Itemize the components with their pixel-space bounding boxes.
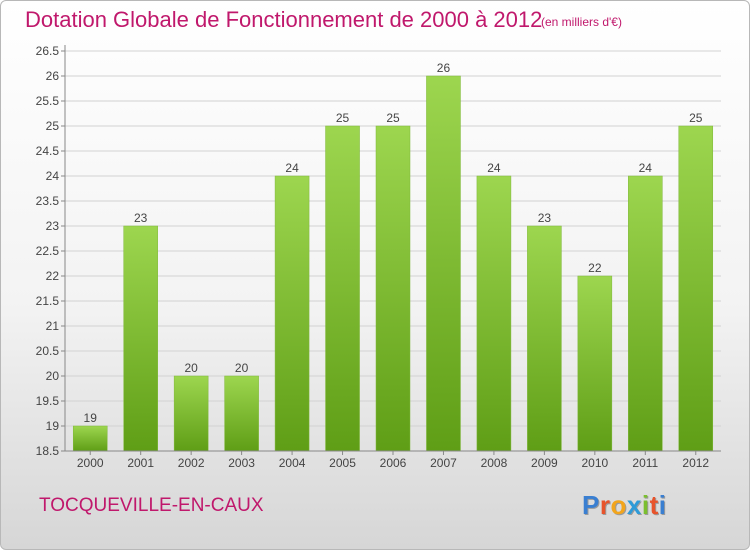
brand-letter: x: [626, 490, 642, 520]
y-tick-label: 18.5: [36, 444, 60, 458]
x-tick-label: 2001: [127, 456, 154, 470]
brand-letter: i: [658, 490, 667, 520]
data-label: 24: [487, 161, 501, 175]
data-label: 26: [437, 61, 451, 75]
y-tick-label: 24: [46, 169, 60, 183]
y-tick-label: 21: [46, 319, 60, 333]
bars: [72, 75, 714, 452]
bar: [426, 75, 461, 452]
unit-note: (en milliers d'€): [541, 15, 622, 29]
y-tick-label: 24.5: [36, 144, 60, 158]
x-tick-label: 2007: [430, 456, 457, 470]
brand-letter: t: [649, 490, 659, 520]
y-tick-label: 21.5: [36, 294, 60, 308]
x-tick-label: 2006: [380, 456, 407, 470]
data-label: 24: [285, 161, 299, 175]
x-tick-label: 2005: [329, 456, 356, 470]
data-label: 24: [639, 161, 653, 175]
data-label: 25: [689, 111, 703, 125]
data-label: 25: [386, 111, 400, 125]
data-label: 25: [336, 111, 350, 125]
bar: [628, 175, 663, 452]
x-tick-label: 2012: [682, 456, 709, 470]
bar: [527, 225, 562, 452]
y-tick-label: 26.5: [36, 44, 60, 58]
y-tick-label: 25: [46, 119, 60, 133]
commune-name: TOCQUEVILLE-EN-CAUX: [39, 495, 264, 516]
data-label: 20: [184, 361, 198, 375]
bar: [173, 375, 209, 452]
x-tick-label: 2009: [531, 456, 558, 470]
y-tick-label: 22: [46, 269, 60, 283]
x-tick-label: 2002: [178, 456, 205, 470]
y-tick-label: 19: [46, 419, 60, 433]
data-labels: 19 23 20 20 24 25 25 26 24 23 22 24 25: [84, 61, 703, 425]
x-tick-label: 2011: [632, 456, 658, 470]
brand-letter: o: [610, 490, 627, 520]
y-tick-label: 19.5: [36, 394, 60, 408]
bar: [123, 225, 158, 452]
brand-letter: i: [641, 490, 650, 520]
x-tick-label: 2008: [481, 456, 508, 470]
x-tick-label: 2004: [279, 456, 306, 470]
bar: [72, 425, 108, 452]
bar: [224, 375, 259, 452]
y-tick-label: 20.5: [36, 344, 60, 358]
bar: [476, 175, 512, 452]
bar: [274, 175, 310, 452]
brand-logo: Proxiti: [582, 490, 666, 521]
y-tick-label: 22.5: [36, 244, 60, 258]
y-axis-ticks: 18.5 19 19.5 20 20.5 21 21.5 22 22.5 23 23.5 24 24.5…: [36, 44, 65, 458]
y-tick-label: 23: [46, 219, 60, 233]
y-tick-label: 26: [46, 69, 60, 83]
x-axis-ticks: 2000 2001 2002 2003 2004 2005 2006 2007 2008 2009…: [77, 451, 709, 470]
data-label: 23: [538, 211, 552, 225]
x-tick-label: 2010: [581, 456, 608, 470]
y-tick-label: 20: [46, 369, 60, 383]
bar: [577, 275, 613, 452]
x-tick-label: 2003: [228, 456, 255, 470]
brand-letter: r: [599, 490, 611, 520]
x-tick-label: 2000: [77, 456, 104, 470]
y-tick-label: 23.5: [36, 194, 60, 208]
brand-letter: P: [582, 490, 600, 520]
data-label: 19: [84, 411, 98, 425]
bar: [678, 125, 714, 452]
data-label: 23: [134, 211, 148, 225]
data-label: 22: [588, 261, 602, 275]
chart-title: Dotation Globale de Fonctionnement de 20…: [25, 7, 543, 32]
bar: [375, 125, 411, 452]
y-tick-label: 25.5: [36, 94, 60, 108]
bar: [325, 125, 360, 452]
data-label: 20: [235, 361, 249, 375]
